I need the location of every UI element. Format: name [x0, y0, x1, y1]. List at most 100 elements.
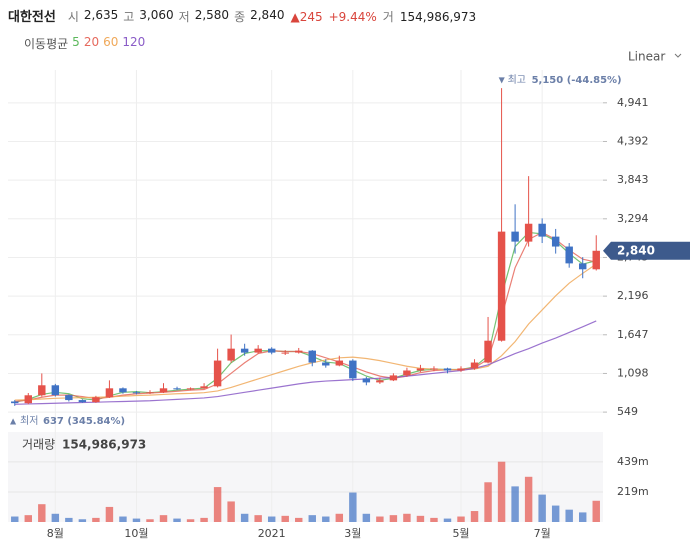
scale-chevron[interactable]: [674, 53, 682, 58]
x-tick-label: 10월: [124, 527, 148, 540]
candle-body: [322, 362, 330, 366]
volume-bar: [484, 482, 492, 522]
candle-body: [538, 223, 546, 237]
candle-body: [65, 395, 73, 401]
current-badge: [603, 241, 690, 260]
volume-bar: [254, 515, 262, 522]
change-value: 245: [299, 10, 323, 24]
volume-bar: [322, 516, 330, 522]
x-tick-label: 5월: [452, 527, 469, 540]
candle-body: [254, 348, 262, 353]
volume-bar: [105, 506, 114, 522]
volume-bar: [538, 494, 546, 522]
volume-tick-label: 219m: [617, 485, 649, 498]
volume-bar: [592, 500, 600, 522]
volume-bar: [38, 504, 46, 522]
candle-body: [281, 352, 289, 354]
x-tick-label: 8월: [47, 527, 64, 540]
volume-bar: [186, 519, 195, 522]
volume-bar: [403, 513, 411, 522]
y-tick-label: 3,294: [617, 212, 649, 225]
candle-body: [24, 395, 33, 404]
candle-body: [105, 388, 114, 398]
volume-total: 154,986,973: [62, 438, 146, 452]
candle-body: [362, 378, 371, 383]
legend: 이동평균 5 20 60 120: [24, 35, 145, 52]
volume-bar: [511, 486, 519, 522]
candle-body: [457, 368, 465, 371]
legend-entry: 60: [103, 35, 119, 49]
candle-body: [484, 340, 492, 363]
volume-bar: [146, 519, 154, 522]
volume-bar: [51, 513, 60, 522]
quote-fields: 시 2,635 고 3,060 저 2,580 종 2,840: [68, 8, 285, 25]
volume-bar: [362, 513, 371, 522]
candle-body: [295, 350, 303, 353]
candle-body: [38, 385, 46, 396]
field-value: 2,580: [194, 8, 230, 22]
volume-bar: [119, 516, 127, 522]
candle-body: [524, 223, 533, 242]
max-text: 5,150 (-44.85%): [532, 75, 622, 86]
volume-bar: [308, 515, 316, 522]
volume-bar: [430, 517, 438, 522]
y-tick-label: 1,098: [617, 366, 649, 379]
candle-body: [159, 388, 168, 393]
min-label: 최저: [20, 415, 38, 427]
field-value: 2,635: [83, 8, 119, 22]
candle-body: [11, 401, 19, 404]
volume-bar: [240, 513, 249, 522]
field-label: 종: [234, 10, 246, 24]
x-tick-label: 7월: [534, 527, 551, 540]
y-tick-label: 549: [617, 405, 638, 418]
volume-value: 154,986,973: [399, 10, 477, 24]
moving-average: [14, 320, 597, 405]
max-marker: ▼: [499, 76, 506, 85]
y-tick-label: 4,941: [617, 96, 649, 109]
legend-entry: 5: [72, 35, 80, 49]
volume-bar: [159, 515, 168, 522]
volume-bar: [524, 476, 533, 522]
candle-body: [267, 348, 276, 353]
volume-bar: [24, 515, 33, 522]
x-tick-label: 3월: [344, 527, 361, 540]
candle-body: [335, 360, 344, 366]
volume-bar: [578, 512, 587, 522]
volume-bar: [92, 517, 100, 522]
candle-body: [186, 388, 195, 390]
volume-bar: [349, 492, 357, 522]
candle-body: [213, 360, 222, 387]
candle-body: [497, 231, 506, 341]
candle-body: [92, 397, 100, 403]
candle-body: [146, 392, 154, 394]
field-label: 저: [178, 10, 190, 24]
candle-body: [389, 375, 398, 381]
candle-body: [592, 250, 600, 270]
volume-bar: [295, 517, 303, 522]
scale-toggle[interactable]: Linear: [628, 50, 665, 64]
field-label: 고: [123, 10, 135, 24]
candle-body: [227, 348, 235, 361]
candle-body: [308, 350, 316, 363]
current-label: 2,840: [617, 243, 655, 257]
volume-bar: [416, 515, 425, 522]
field-label: 시: [67, 10, 79, 24]
y-tick-label: 1,647: [617, 328, 649, 341]
candle-body: [430, 368, 438, 370]
volume-bar: [267, 516, 276, 522]
volume-label: 거: [382, 10, 394, 24]
quote-header: 대한전선 시 2,635 고 3,060 저 2,580 종 2,840 ▲245 +9.44…: [8, 6, 476, 25]
volume-bar: [497, 461, 506, 522]
moving-average: [14, 263, 597, 401]
field-value: 3,060: [139, 8, 174, 22]
volume-bar: [565, 509, 573, 522]
volume-bar: [470, 511, 479, 522]
candle-body: [416, 368, 425, 371]
candle-body: [349, 360, 357, 379]
volume-bar: [457, 516, 465, 522]
stock-name: 대한전선: [8, 10, 56, 25]
legend-title: 이동평균: [24, 37, 69, 51]
volume-bar: [173, 518, 181, 522]
volume-bar: [65, 517, 73, 522]
